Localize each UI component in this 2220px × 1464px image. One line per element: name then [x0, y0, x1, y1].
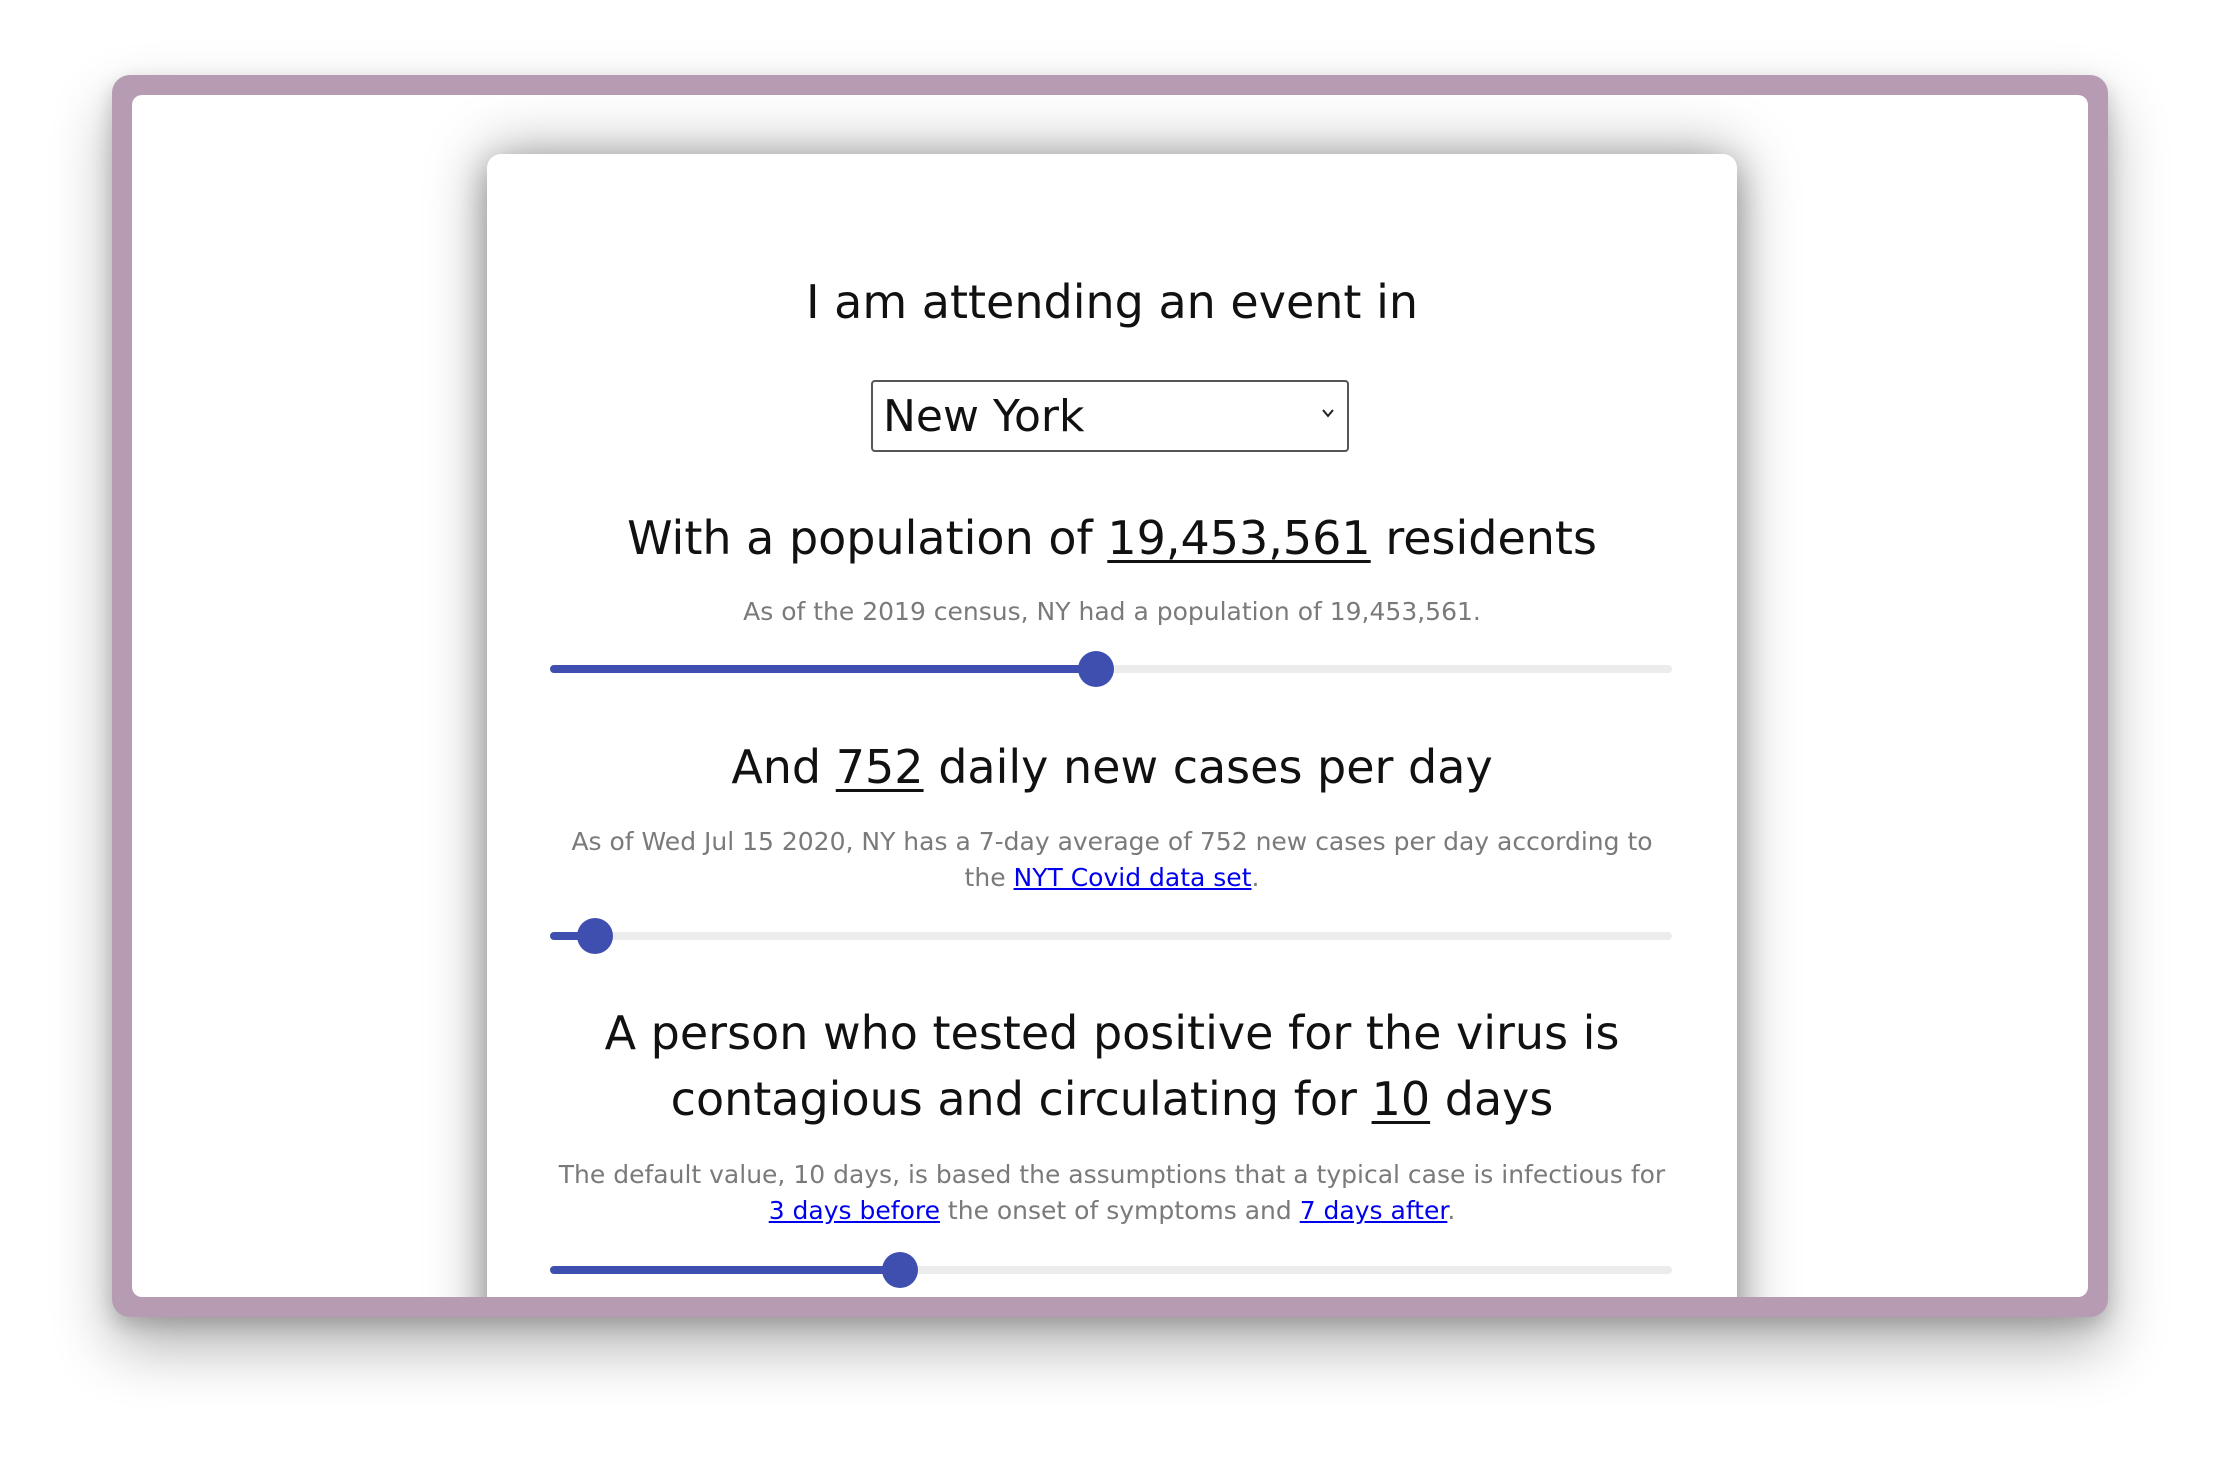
cases-section: And 752 daily new cases per day	[487, 734, 1737, 800]
cases-slider-fill	[550, 932, 595, 940]
population-headline: With a population of 19,453,561 resident…	[487, 505, 1737, 571]
contagious-note-middle: the onset of symptoms and	[939, 1196, 1300, 1225]
contagious-slider[interactable]	[550, 1252, 1672, 1288]
chevron-down-icon	[1322, 409, 1334, 418]
cases-value[interactable]: 752	[835, 740, 924, 794]
event-section: I am attending an event in	[487, 269, 1737, 335]
location-select-value: New York	[883, 391, 1085, 442]
event-intro: I am attending an event in	[805, 275, 1418, 329]
population-slider-fill	[550, 665, 1097, 673]
cases-note-suffix: .	[1251, 863, 1260, 892]
contagious-line2-prefix: contagious and circulating for	[670, 1072, 1372, 1126]
contagious-slider-thumb[interactable]	[882, 1252, 919, 1288]
contagious-line2-suffix: days	[1430, 1072, 1554, 1126]
cases-note: As of Wed Jul 15 2020, NY has a 7-day av…	[557, 824, 1667, 896]
contagious-note-block: The default value, 10 days, is based the…	[487, 1157, 1737, 1229]
contagious-headline: A person who tested positive for the vir…	[487, 1000, 1737, 1132]
cases-slider-thumb[interactable]	[576, 918, 613, 954]
population-value[interactable]: 19,453,561	[1107, 511, 1371, 565]
cases-slider[interactable]	[550, 918, 1672, 954]
nyt-data-link[interactable]: NYT Covid data set	[1013, 863, 1252, 892]
cases-note-text: As of Wed Jul 15 2020, NY has a 7-day av…	[571, 827, 1653, 892]
cases-prefix: And	[731, 740, 836, 794]
page-viewport: I am attending an event in New York With…	[132, 95, 2088, 1297]
cases-suffix: daily new cases per day	[923, 740, 1493, 794]
calculator-card: I am attending an event in New York With…	[487, 154, 1737, 1297]
cases-note-block: As of Wed Jul 15 2020, NY has a 7-day av…	[487, 824, 1737, 896]
population-note-block: As of the 2019 census, NY had a populati…	[487, 594, 1737, 630]
location-select[interactable]: New York	[871, 380, 1349, 452]
population-note: As of the 2019 census, NY had a populati…	[743, 597, 1481, 626]
population-slider-thumb[interactable]	[1078, 651, 1115, 687]
population-suffix: residents	[1370, 511, 1597, 565]
cases-headline: And 752 daily new cases per day	[487, 734, 1737, 800]
days-before-link[interactable]: 3 days before	[768, 1196, 940, 1225]
contagious-value[interactable]: 10	[1371, 1072, 1431, 1126]
contagious-note-suffix: .	[1447, 1196, 1456, 1225]
contagious-line1: A person who tested positive for the vir…	[604, 1006, 1620, 1060]
contagious-slider-fill	[550, 1266, 901, 1274]
contagious-note: The default value, 10 days, is based the…	[557, 1157, 1667, 1229]
days-after-link[interactable]: 7 days after	[1299, 1196, 1448, 1225]
population-prefix: With a population of	[627, 511, 1108, 565]
contagious-section: A person who tested positive for the vir…	[487, 1000, 1737, 1132]
population-slider[interactable]	[550, 651, 1672, 687]
contagious-note-text: The default value, 10 days, is based the…	[558, 1160, 1666, 1189]
browser-window: I am attending an event in New York With…	[112, 75, 2108, 1317]
population-section: With a population of 19,453,561 resident…	[487, 505, 1737, 571]
